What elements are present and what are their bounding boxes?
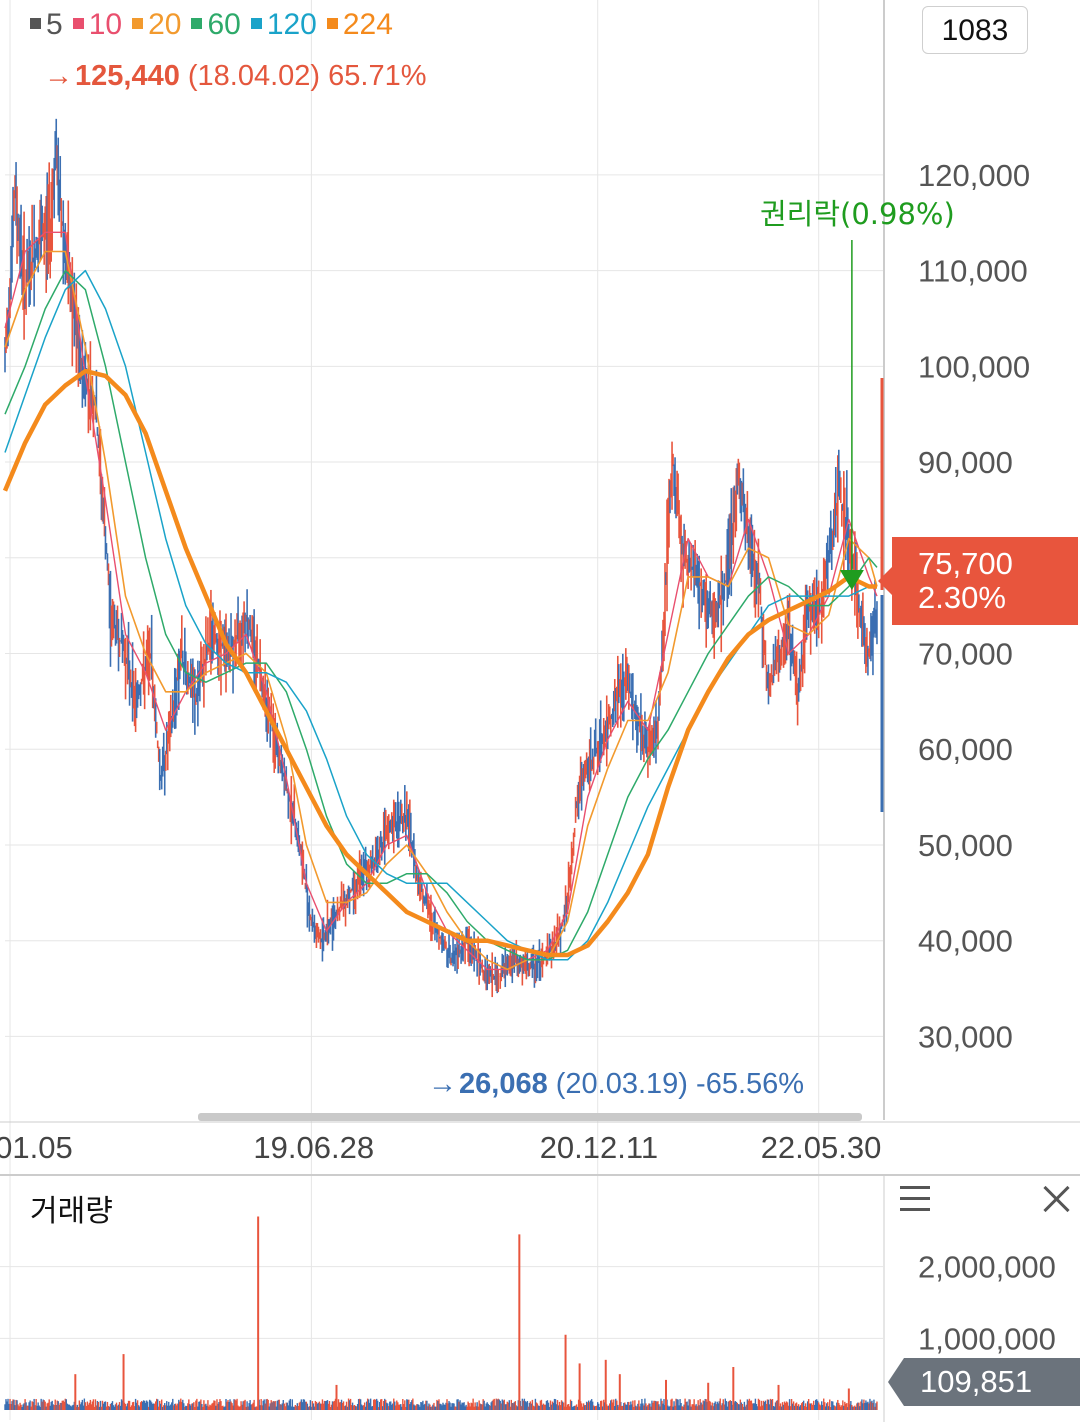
low-date: (20.03.19) [556,1068,688,1100]
legend-item-120[interactable]: 120 [251,8,317,41]
chart-scrollbar[interactable] [198,1113,862,1121]
legend-label: 120 [267,8,317,41]
legend-label: 60 [207,8,240,41]
x-tick-label: 22.05.30 [761,1130,882,1165]
legend-item-20[interactable]: 20 [132,8,181,41]
volume-last-tag: 109,851 [904,1358,1080,1406]
y-tick-label: 110,000 [918,254,1028,289]
legend-label: 5 [46,8,63,41]
legend-swatch-icon [132,18,143,29]
y-tick-label: 90,000 [918,445,1013,480]
high-price-marker: →125,440 (18.04.02) 65.71% [44,60,427,93]
high-date: (18.04.02) [188,60,320,92]
close-icon[interactable] [1040,1182,1072,1214]
volume-title: 거래량 [30,1186,113,1230]
legend-swatch-icon [191,18,202,29]
y-tick-label: 100,000 [918,349,1030,384]
legend-swatch-icon [251,18,262,29]
y-tick-label: 60,000 [918,732,1013,767]
legend-item-10[interactable]: 10 [73,8,122,41]
menu-icon[interactable] [900,1186,930,1212]
legend-item-60[interactable]: 60 [191,8,240,41]
current-change: 2.30% [918,581,1078,615]
legend-label: 224 [343,8,393,41]
legend-swatch-icon [73,18,84,29]
low-pct: -65.56% [696,1068,804,1100]
legend-swatch-icon [30,18,41,29]
x-tick-label: 18.01.05 [0,1130,73,1165]
current-price-tag: 75,700 2.30% [892,537,1078,625]
y-tick-label: 50,000 [918,828,1013,863]
vol-tick-label: 1,000,000 [918,1321,1056,1356]
high-price: 125,440 [75,60,180,92]
legend-item-5[interactable]: 5 [30,8,63,41]
legend-label: 20 [148,8,181,41]
ma-line-224 [5,371,877,955]
legend-swatch-icon [327,18,338,29]
low-price: 26,068 [459,1068,548,1100]
y-tick-label: 120,000 [918,158,1030,193]
ma-line-20 [5,252,877,970]
x-tick-label: 20.12.11 [540,1130,658,1165]
high-arrow-icon: → [44,60,73,92]
annotation-label: 권리락(0.98%) [760,197,955,231]
vol-tick-label: 2,000,000 [918,1250,1056,1285]
ma-line-10 [5,232,877,969]
y-tick-label: 30,000 [918,1019,1013,1054]
low-arrow-icon: → [428,1068,457,1100]
high-pct: 65.71% [328,60,426,92]
low-price-marker: →26,068 (20.03.19) -65.56% [428,1068,804,1101]
legend-label: 10 [89,8,122,41]
ma-legend: 5 10 20 60 120 224 [30,8,403,42]
ma-line-60 [5,271,877,960]
current-price: 75,700 [918,547,1078,581]
y-tick-label: 40,000 [918,924,1013,959]
period-count-box[interactable]: 1083 [922,6,1028,54]
y-tick-label: 70,000 [918,637,1013,672]
ma-line-120 [5,271,877,960]
legend-item-224[interactable]: 224 [327,8,393,41]
x-tick-label: 19.06.28 [253,1130,374,1165]
